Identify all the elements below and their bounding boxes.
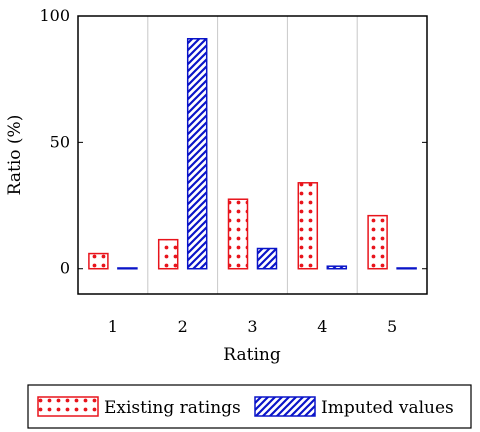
legend-swatch-imputed bbox=[254, 396, 316, 417]
bar-existing bbox=[157, 238, 179, 270]
bar-imputed bbox=[396, 267, 417, 270]
x-tick-label: 4 bbox=[317, 317, 327, 336]
legend: Existing ratings Imputed values bbox=[27, 384, 472, 429]
bars bbox=[88, 37, 417, 270]
legend-box bbox=[27, 384, 472, 429]
bar-existing bbox=[367, 214, 388, 270]
y-axis-label: Ratio (%) bbox=[5, 115, 25, 196]
y-axis-ticks: 0 50 100 bbox=[39, 6, 427, 278]
y-tick-label: 50 bbox=[50, 132, 70, 151]
legend-label-imputed: Imputed values bbox=[321, 398, 454, 418]
bar-imputed bbox=[256, 247, 278, 270]
x-tick-label: 1 bbox=[108, 317, 118, 336]
bar-imputed bbox=[117, 267, 138, 270]
legend-item-imputed: Imputed values bbox=[254, 396, 454, 418]
x-tick-label: 2 bbox=[178, 317, 188, 336]
bar-existing bbox=[88, 252, 109, 270]
x-axis-ticks: 1 2 3 4 5 bbox=[108, 317, 397, 336]
x-tick-label: 5 bbox=[387, 317, 397, 336]
legend-item-existing: Existing ratings bbox=[37, 396, 241, 418]
legend-swatch-existing bbox=[37, 396, 99, 417]
plot-frame bbox=[77, 15, 428, 295]
x-axis-label: Rating bbox=[223, 345, 281, 365]
x-tick-label: 3 bbox=[247, 317, 257, 336]
bar-imputed bbox=[186, 37, 208, 270]
y-tick-label: 100 bbox=[39, 6, 70, 25]
bar-existing bbox=[297, 182, 319, 270]
bar-existing bbox=[227, 198, 249, 270]
y-tick-label: 0 bbox=[60, 259, 70, 278]
bar-imputed bbox=[326, 265, 348, 270]
legend-label-existing: Existing ratings bbox=[104, 398, 241, 418]
